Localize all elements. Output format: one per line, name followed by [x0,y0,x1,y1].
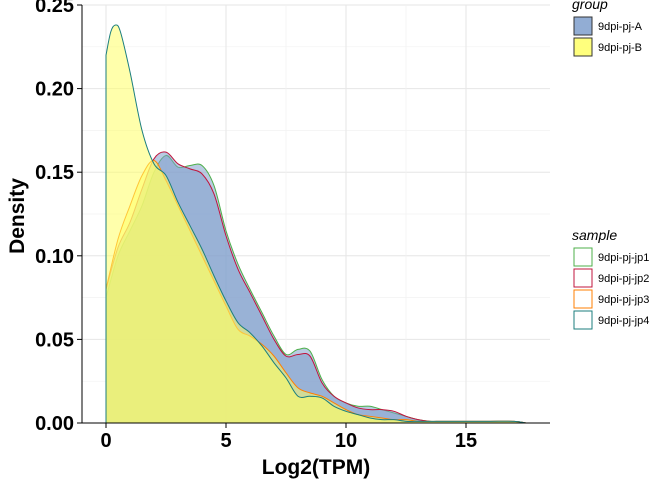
x-tick-label: 0 [100,430,111,452]
legend-key-9dpi-pj-B [573,37,593,57]
y-tick-label: 0.10 [35,246,74,268]
axes [77,4,550,428]
legend-key-9dpi-pj-jp3 [573,289,593,309]
legend-label: 9dpi-pj-jp2 [598,273,649,285]
legend-label: 9dpi-pj-jp3 [598,294,649,306]
legend-key-9dpi-pj-jp1 [573,247,593,267]
legend-title-group: group [572,0,608,12]
legend-key-9dpi-pj-jp4 [573,310,593,330]
y-tick-label: 0.25 [35,0,74,17]
legend-label: 9dpi-pj-A [598,21,643,33]
x-tick-label: 10 [335,430,357,452]
y-axis-title: Density [6,178,29,254]
x-tick-label: 15 [455,430,477,452]
tick-labels: 0 5 10 15 0.00 0.05 0.10 0.15 0.20 0.25 [35,0,477,452]
x-axis-title: Log2(TPM) [262,456,370,479]
y-tick-label: 0.05 [35,329,74,351]
density-areas [105,24,527,424]
y-tick-label: 0.20 [35,79,74,101]
legend-key-9dpi-pj-A [573,16,593,36]
legend-label: 9dpi-pj-jp4 [598,315,649,327]
y-tick-label: 0.00 [35,413,74,435]
legend-label: 9dpi-pj-B [598,42,642,54]
legend-key-9dpi-pj-jp2 [573,268,593,288]
legend-title-sample: sample [572,227,617,243]
legend-label: 9dpi-pj-jp1 [598,252,649,264]
density-area-9dpi-pj-jp4 [105,24,527,424]
x-tick-label: 5 [220,430,231,452]
legend: group 9dpi-pj-A 9dpi-pj-B sample 9dpi-pj-jp1… [572,0,649,330]
y-tick-label: 0.15 [35,162,74,184]
